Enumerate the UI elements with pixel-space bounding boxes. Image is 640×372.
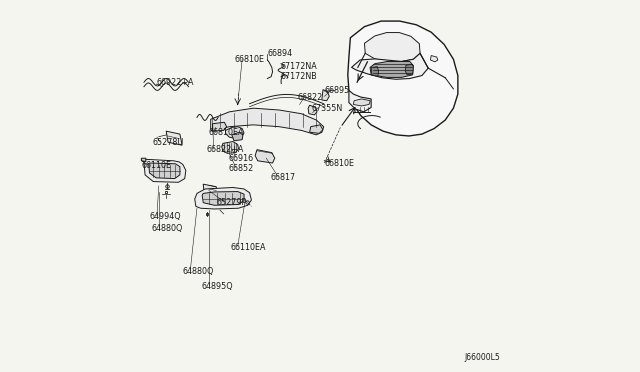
Polygon shape xyxy=(195,187,252,209)
Polygon shape xyxy=(148,163,180,179)
Polygon shape xyxy=(348,21,458,136)
Text: 65278U: 65278U xyxy=(152,138,184,147)
Polygon shape xyxy=(141,159,186,182)
Polygon shape xyxy=(232,132,243,141)
Text: 64880Q: 64880Q xyxy=(152,224,183,233)
Text: 64880Q: 64880Q xyxy=(183,267,214,276)
Text: 66817: 66817 xyxy=(271,173,296,182)
Text: 66916: 66916 xyxy=(228,154,253,163)
Polygon shape xyxy=(364,33,420,61)
Text: 66810E: 66810E xyxy=(235,55,265,64)
Text: 66895: 66895 xyxy=(324,86,349,95)
Text: 67172NB: 67172NB xyxy=(280,72,317,81)
Text: 65279P: 65279P xyxy=(216,198,246,207)
Polygon shape xyxy=(204,184,218,198)
Polygon shape xyxy=(166,131,182,145)
Text: 66852: 66852 xyxy=(228,164,253,173)
Text: 64895Q: 64895Q xyxy=(202,282,233,291)
Polygon shape xyxy=(349,90,371,112)
Text: 66894: 66894 xyxy=(268,49,292,58)
Polygon shape xyxy=(308,105,317,115)
Text: 64994Q: 64994Q xyxy=(150,212,181,221)
Polygon shape xyxy=(222,141,239,153)
Text: 66922+A: 66922+A xyxy=(156,78,194,87)
Polygon shape xyxy=(255,150,275,163)
Polygon shape xyxy=(431,55,438,62)
Polygon shape xyxy=(141,158,146,161)
Polygon shape xyxy=(225,127,244,138)
Polygon shape xyxy=(371,67,378,76)
Polygon shape xyxy=(322,90,329,101)
Polygon shape xyxy=(353,99,371,106)
Text: 67172NA: 67172NA xyxy=(280,62,317,71)
Text: 66810EA: 66810EA xyxy=(208,128,244,137)
Polygon shape xyxy=(212,122,227,131)
Text: 66110E: 66110E xyxy=(141,161,172,170)
Text: 66810E: 66810E xyxy=(324,159,355,168)
Text: J66000L5: J66000L5 xyxy=(464,353,500,362)
Text: 67355N: 67355N xyxy=(311,104,342,113)
Text: 66110EA: 66110EA xyxy=(230,243,266,251)
Polygon shape xyxy=(310,125,323,134)
Polygon shape xyxy=(370,61,413,77)
Text: 66822: 66822 xyxy=(298,93,323,102)
Polygon shape xyxy=(351,53,428,79)
Polygon shape xyxy=(405,64,413,75)
Text: 66822+A: 66822+A xyxy=(206,145,244,154)
Polygon shape xyxy=(202,192,244,205)
Polygon shape xyxy=(211,108,324,135)
